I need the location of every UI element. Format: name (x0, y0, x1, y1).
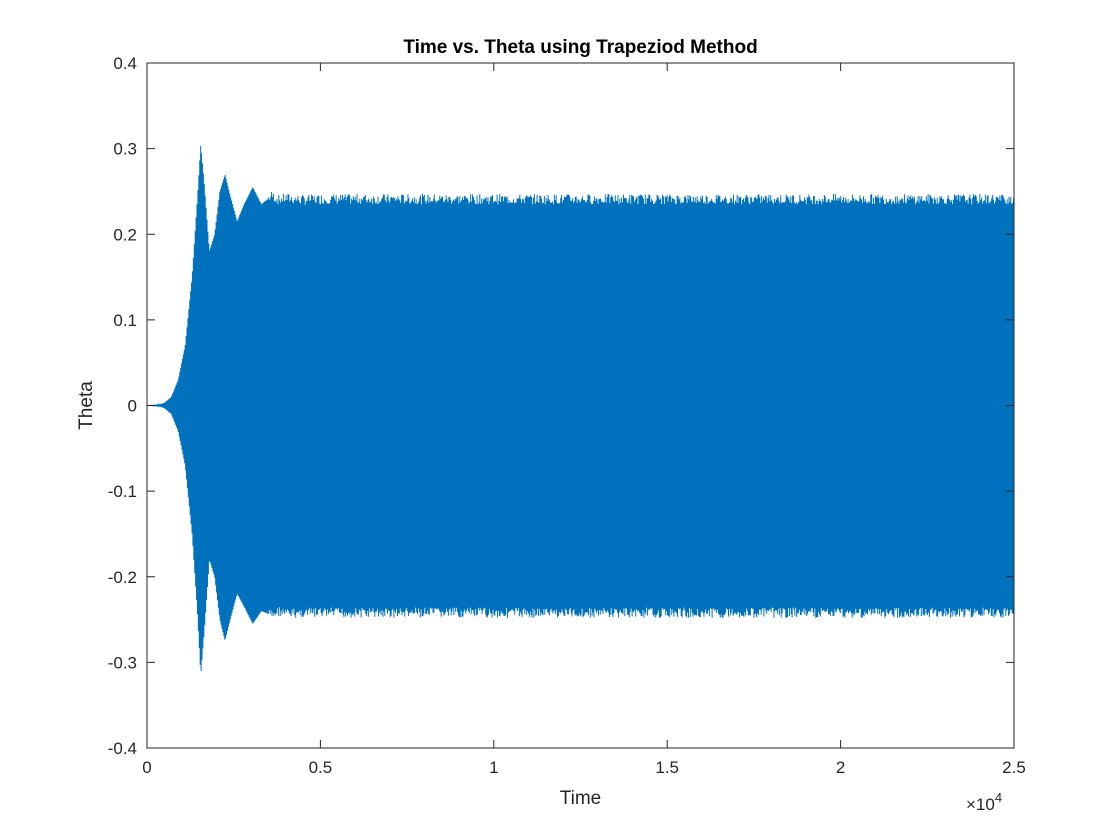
series-layer (146, 146, 1015, 671)
x-axis-exponent-base: ×10 (966, 795, 995, 814)
x-tick-label: 0 (142, 758, 151, 777)
y-tick-label: -0.3 (108, 653, 137, 672)
y-tick-label: 0.2 (113, 225, 137, 244)
y-tick-label: 0.4 (113, 54, 137, 73)
y-axis-label: Theta (76, 381, 97, 430)
y-tick-label: -0.4 (108, 739, 137, 758)
x-tick-label: 1 (489, 758, 498, 777)
theta-series-line (146, 146, 1015, 671)
y-tick-label: 0.3 (113, 140, 137, 159)
x-axis-label: Time (560, 788, 602, 809)
x-axis-exponent: ×104 (966, 790, 1002, 814)
x-axis-exponent-power: 4 (995, 790, 1002, 805)
ticks-layer: 0 0.5 1 1.5 2 2.5 -0.4 -0.3 -0.2 -0.1 0 0.1 0.2 0.3 0.… (108, 54, 1026, 777)
x-tick-label: 2 (836, 758, 845, 777)
x-tick-label: 0.5 (309, 758, 333, 777)
chart-title: Time vs. Theta using Trapeziod Method (403, 37, 757, 58)
x-tick-label: 2.5 (1002, 758, 1026, 777)
y-tick-label: 0.1 (113, 311, 137, 330)
y-tick-label: 0 (128, 397, 137, 416)
y-tick-label: -0.1 (108, 482, 137, 501)
y-tick-label: -0.2 (108, 568, 137, 587)
x-tick-label: 1.5 (655, 758, 679, 777)
